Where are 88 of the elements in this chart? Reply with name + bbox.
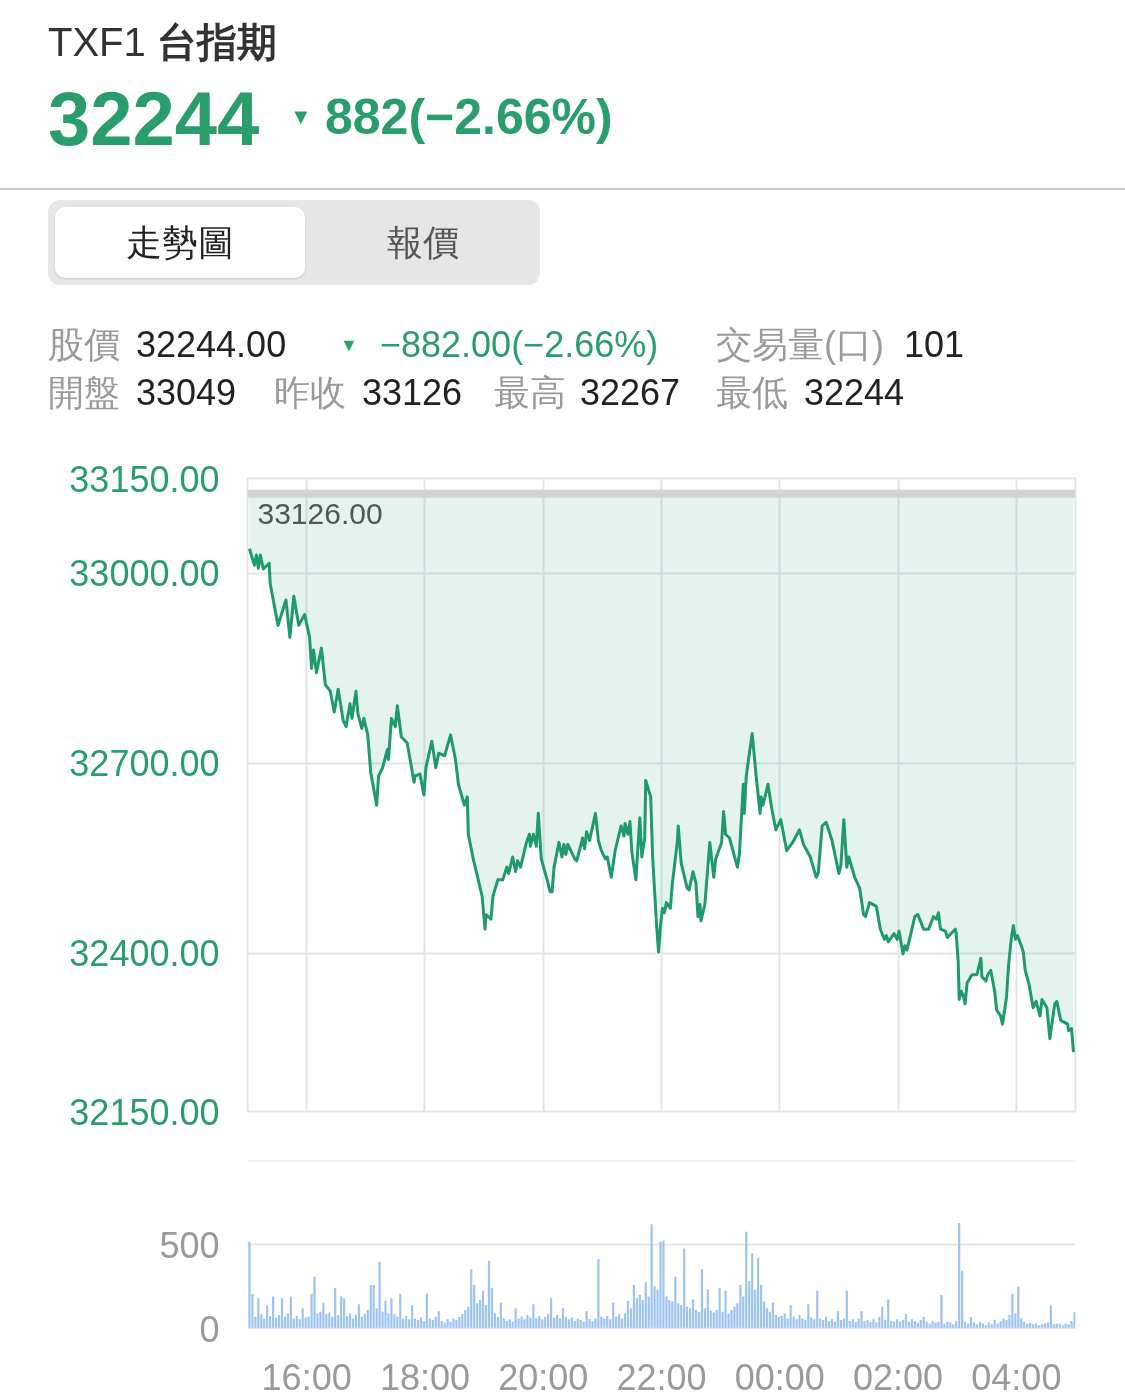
bar: [751, 1253, 754, 1329]
x-tick-label: 22:00: [616, 1356, 707, 1398]
bar: [520, 1316, 523, 1329]
bar: [257, 1298, 260, 1329]
ref-line-label: 33126.00: [257, 496, 383, 530]
bar: [795, 1319, 798, 1329]
bar: [931, 1320, 934, 1329]
bar: [452, 1318, 455, 1329]
text: 最高: [494, 372, 566, 413]
bar: [674, 1276, 677, 1329]
bar: [1067, 1324, 1070, 1329]
text: 昨收: [274, 372, 346, 413]
text: 32244: [804, 372, 905, 413]
bar: [470, 1269, 473, 1329]
text: 882(−2.66%): [325, 89, 613, 145]
bar: [733, 1306, 736, 1329]
text: 最低: [716, 372, 788, 413]
bar: [523, 1319, 526, 1329]
y-tick-label: 32400.00: [69, 933, 220, 975]
chart-title: TXF1 台指期: [48, 20, 277, 64]
bar: [499, 1302, 502, 1329]
bar: [1002, 1318, 1005, 1329]
bar: [455, 1320, 458, 1329]
text: 32267: [580, 372, 681, 413]
y-tick-label: 32150.00: [69, 1091, 220, 1133]
bar: [526, 1315, 529, 1329]
bar: [934, 1322, 937, 1329]
bar: [866, 1320, 869, 1329]
y-tick-label: 32700.00: [69, 743, 220, 785]
text: 開盤: [48, 372, 120, 413]
bar: [881, 1306, 884, 1329]
bar: [585, 1311, 588, 1329]
bar: [662, 1240, 665, 1329]
x-tick-label: 20:00: [498, 1356, 589, 1398]
x-tick-label: 18:00: [379, 1356, 470, 1398]
y-tick-label: 500: [159, 1224, 220, 1266]
text: 走勢圖: [126, 222, 234, 263]
bar: [1073, 1312, 1076, 1329]
bar: [1011, 1293, 1014, 1329]
bar: [789, 1305, 792, 1329]
bar: [591, 1320, 594, 1329]
x-tick-label: 04:00: [971, 1356, 1062, 1398]
bar: [384, 1300, 387, 1329]
text: ▼: [290, 104, 312, 129]
bar: [378, 1261, 381, 1329]
bar: [248, 1241, 251, 1329]
bar: [411, 1305, 414, 1329]
bar: [801, 1318, 804, 1329]
bar: [650, 1224, 653, 1329]
bar: [449, 1321, 452, 1329]
bar: [730, 1310, 733, 1329]
bar: [266, 1305, 269, 1329]
bar: [798, 1315, 801, 1329]
bar: [390, 1298, 393, 1329]
bar: [597, 1258, 600, 1329]
bar: [996, 1323, 999, 1329]
y-tick-label: 0: [199, 1308, 220, 1350]
text: 32244: [48, 76, 260, 161]
bar: [313, 1276, 316, 1329]
y-tick-label: 33150.00: [69, 458, 220, 500]
text: 股價: [48, 324, 120, 365]
bar: [659, 1241, 662, 1329]
bar: [549, 1298, 553, 1329]
bar: [940, 1294, 943, 1329]
text: 101: [904, 324, 965, 365]
bar: [700, 1269, 704, 1329]
bar: [724, 1290, 727, 1329]
text: 33126: [362, 372, 463, 413]
text: 交易量(口): [716, 324, 884, 365]
bar: [612, 1302, 615, 1329]
x-tick-label: 00:00: [734, 1356, 825, 1398]
text: 32244.00: [136, 324, 287, 365]
bar: [999, 1320, 1002, 1329]
x-tick-label: 02:00: [853, 1356, 944, 1398]
bar: [958, 1223, 961, 1329]
bar: [869, 1321, 872, 1329]
bar: [1049, 1305, 1052, 1329]
bar: [322, 1302, 325, 1329]
bar: [860, 1311, 863, 1329]
text: ▼: [340, 335, 358, 355]
x-tick-label: 16:00: [261, 1356, 352, 1398]
y-tick-label: 33000.00: [69, 553, 220, 595]
bar: [280, 1298, 284, 1329]
bar: [771, 1302, 774, 1329]
text: 報價: [386, 222, 459, 263]
text: 33049: [136, 372, 237, 413]
bar: [706, 1289, 709, 1329]
text: −882.00(−2.66%): [380, 324, 659, 365]
